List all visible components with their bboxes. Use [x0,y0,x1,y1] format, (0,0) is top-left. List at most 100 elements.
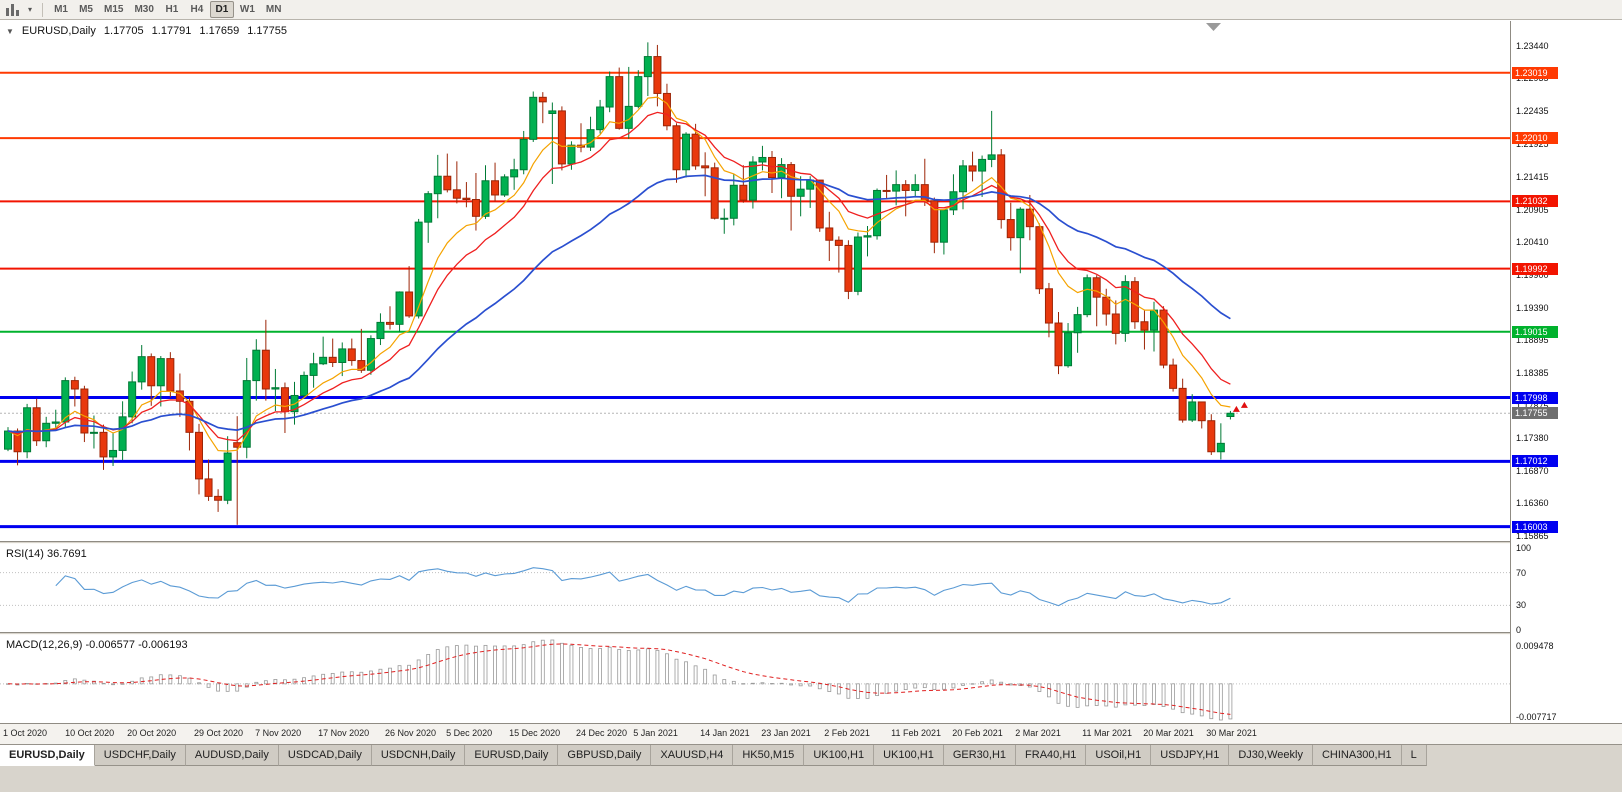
time-axis-label: 5 Dec 2020 [446,728,493,738]
chart-tab-5[interactable]: EURUSD,Daily [465,745,559,766]
chart-type-dropdown-caret[interactable]: ▾ [28,5,33,14]
price-tick-label: 0 [1516,625,1522,635]
price-tick-label: 1.20410 [1516,237,1549,247]
price-tick-label: 100 [1516,543,1532,553]
timeframe-button-m30[interactable]: M30 [134,4,154,15]
price-tick-label: 30 [1516,600,1527,610]
chart-tab-11[interactable]: GER30,H1 [943,745,1017,766]
red-arrow-marker [1232,405,1240,412]
symbol-period-label: EURUSD,Daily [21,25,96,37]
price-tag: 1.17012 [1512,455,1558,467]
time-axis-label: 24 Dec 2020 [576,728,628,738]
price-tick-label: 1.19900 [1516,270,1549,280]
time-axis-label: 15 Dec 2020 [509,728,561,738]
rsi-indicator-label: RSI(14) 36.7691 [6,548,87,560]
main-chart-pane[interactable] [0,21,1510,541]
time-axis-label: 20 Feb 2021 [952,728,1003,738]
timeframe-buttons: M1 M5 M15 M30 H1 H4 D1 W1 MN [49,1,286,18]
time-axis-label: 2 Feb 2021 [824,728,870,738]
price-tick-label: 1.18385 [1516,368,1549,378]
macd-indicator-label: MACD(12,26,9) -0.006577 -0.006193 [6,639,188,651]
close-value: 1.17755 [247,25,287,37]
chart-tab-bar: EURUSD,Daily USDCHF,Daily AUDUSD,Daily USDC… [0,744,1622,792]
chart-tab-16[interactable]: CHINA300,H1 [1312,745,1402,766]
chart-tab-13[interactable]: USOil,H1 [1086,745,1152,766]
price-tick-label: 1.17380 [1516,433,1549,443]
high-value: 1.17791 [151,25,192,37]
time-axis-label: 5 Jan 2021 [633,728,678,738]
chart-tab-10[interactable]: UK100,H1 [874,745,944,766]
price-tick-label: -0.007717 [1516,712,1557,722]
price-tick-label: 0.009478 [1516,641,1554,651]
price-tick-label: 1.21925 [1516,139,1549,149]
time-axis-label: 2 Mar 2021 [1015,728,1061,738]
price-tick-label: 1.21415 [1516,172,1549,182]
time-axis-label: 17 Nov 2020 [318,728,370,738]
time-axis-separator [0,723,1622,724]
pane-splitter[interactable] [0,632,1622,635]
price-tick-label: 1.15865 [1516,531,1549,541]
macd-pane[interactable] [0,637,1510,723]
open-value: 1.17705 [103,25,144,37]
chart-tab-9[interactable]: UK100,H1 [804,745,875,766]
time-axis-label: 29 Oct 2020 [194,728,244,738]
timeframe-button-h4[interactable]: H4 [190,4,204,15]
price-tick-label: 1.16360 [1516,498,1549,508]
chart-tab-17[interactable]: L [1401,745,1427,766]
price-tag: 1.19015 [1512,326,1558,338]
time-axis-label: 26 Nov 2020 [385,728,437,738]
red-arrow-marker [1240,401,1248,408]
pane-splitter[interactable] [0,541,1622,544]
price-tick-label: 1.23440 [1516,41,1549,51]
chart-shift-marker [1206,23,1221,31]
timeframe-button-m1[interactable]: M1 [54,4,68,15]
price-axis-separator [1510,21,1511,723]
time-axis-label: 11 Mar 2021 [1082,728,1133,738]
price-tick-label: 1.18895 [1516,335,1549,345]
price-tag: 1.22010 [1512,132,1558,144]
time-axis-label: 20 Oct 2020 [127,728,177,738]
price-tick-label: 1.22435 [1516,106,1549,116]
chart-tab-6[interactable]: GBPUSD,Daily [558,745,652,766]
chart-tabs: EURUSD,Daily USDCHF,Daily AUDUSD,Daily USDC… [0,745,1622,766]
time-axis-label: 7 Nov 2020 [255,728,302,738]
time-axis[interactable]: 1 Oct 2020 10 Oct 2020 20 Oct 2020 29 Oct 2… [0,724,1622,744]
timeframe-button-h1[interactable]: H1 [165,4,179,15]
toolbar: ▾ M1 M5 M15 M30 H1 H4 D1 W1 MN [0,0,1622,20]
chart-tab-12[interactable]: FRA40,H1 [1016,745,1087,766]
one-click-trading-arrow[interactable]: ▼ [6,26,14,36]
price-tick-label: 1.19390 [1516,303,1549,313]
price-tag: 1.23019 [1512,67,1558,79]
rsi-pane[interactable] [0,546,1510,632]
price-tick-label: 1.20905 [1516,205,1549,215]
timeframe-button-d1[interactable]: D1 [209,1,234,18]
price-tag: 1.17755 [1512,407,1558,419]
chart-tab-7[interactable]: XAUUSD,H4 [651,745,734,766]
chart-type-icon[interactable] [4,3,22,17]
price-tag: 1.21032 [1512,195,1558,207]
chart-tab-3[interactable]: USDCAD,Daily [278,745,372,766]
timeframe-button-mn[interactable]: MN [265,4,282,15]
timeframe-button-w1[interactable]: W1 [239,4,255,15]
toolbar-separator [42,2,44,17]
time-axis-label: 23 Jan 2021 [761,728,811,738]
chart-tab-4[interactable]: USDCNH,Daily [371,745,466,766]
chart-tab-2[interactable]: AUDUSD,Daily [185,745,279,766]
timeframe-button-m15[interactable]: M15 [104,4,124,15]
chart-tab-15[interactable]: DJ30,Weekly [1229,745,1313,766]
chart-tab-14[interactable]: USDJPY,H1 [1151,745,1230,766]
timeframe-button-m5[interactable]: M5 [79,4,93,15]
price-tick-label: 1.16870 [1516,466,1549,476]
price-tag: 1.16003 [1512,521,1558,533]
chart-tab-0[interactable]: EURUSD,Daily [0,745,95,766]
time-axis-label: 1 Oct 2020 [3,728,48,738]
chart-tab-1[interactable]: USDCHF,Daily [94,745,186,766]
price-tag: 1.17998 [1512,392,1558,404]
time-axis-label: 11 Feb 2021 [891,728,942,738]
price-tick-label: 70 [1516,568,1527,578]
chart-tab-8[interactable]: HK50,M15 [733,745,805,766]
time-axis-label: 30 Mar 2021 [1206,728,1257,738]
price-axis[interactable]: 1.234401.229351.224351.219251.214151.209… [1511,21,1622,723]
low-value: 1.17659 [199,25,240,37]
